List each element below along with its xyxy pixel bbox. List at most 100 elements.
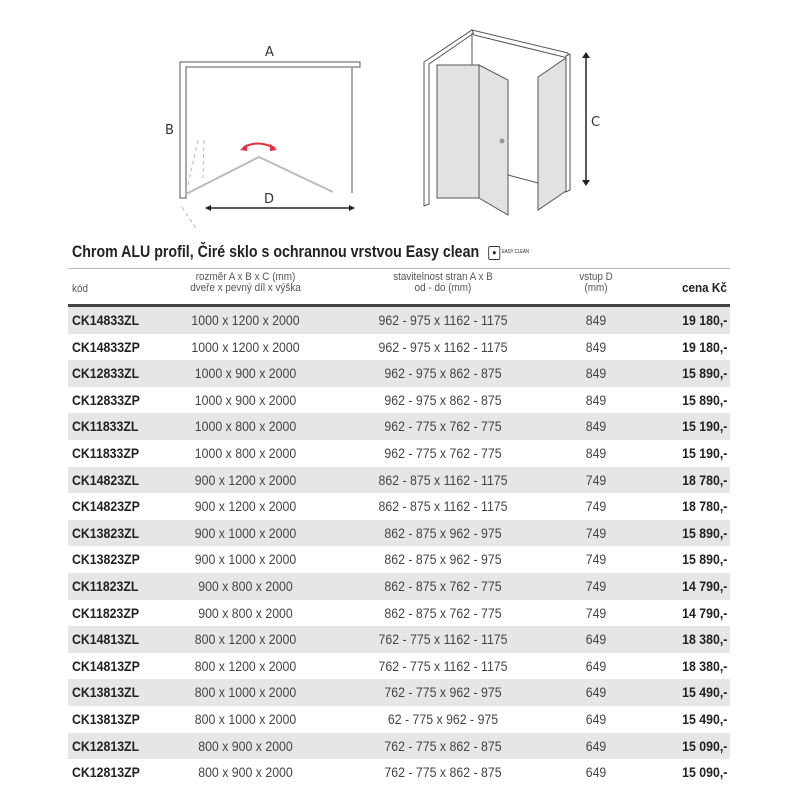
header-adjustability-line1: stavitelnost stran A x B (393, 271, 493, 283)
product-code: CK12833ZP (72, 391, 140, 408)
header-entry-line2: (mm) (584, 282, 608, 294)
price: 15 490,- (681, 710, 727, 727)
entry-width: 849 (585, 391, 607, 408)
table-row: CK14813ZL 800 x 1200 x 2000 762 - 775 x 11… (68, 626, 730, 653)
price: 18 380,- (681, 631, 727, 648)
price: 15 890,- (681, 551, 727, 568)
divider (68, 268, 730, 269)
adjustability: 962 - 775 x 762 - 775 (384, 444, 502, 461)
product-code: CK14813ZP (72, 657, 140, 674)
dimensions: 800 x 900 x 2000 (198, 764, 293, 781)
table-header: kód rozměr A x B x C (mm) dveře x pevný … (68, 272, 730, 304)
entry-width: 749 (585, 604, 607, 621)
price: 15 890,- (681, 365, 727, 382)
product-code: CK11833ZP (72, 444, 140, 461)
table-row: CK13813ZL 800 x 1000 x 2000 762 - 775 x 96… (68, 679, 730, 706)
price: 15 190,- (681, 444, 727, 461)
dimensions: 800 x 1000 x 2000 (194, 684, 297, 701)
product-code: CK14823ZP (72, 498, 140, 515)
label-b: B (165, 123, 174, 138)
easy-clean-text: EASY CLEAN (502, 249, 529, 256)
product-code: CK13813ZL (72, 684, 140, 701)
adjustability: 762 - 775 x 862 - 875 (384, 764, 502, 781)
adjustability: 862 - 875 x 962 - 975 (384, 551, 502, 568)
dimensions: 900 x 1000 x 2000 (194, 524, 297, 541)
adjustability: 62 - 775 x 962 - 975 (387, 710, 499, 727)
dimensions: 900 x 1200 x 2000 (194, 471, 297, 488)
product-code: CK13813ZP (72, 710, 140, 727)
entry-width: 849 (585, 418, 607, 435)
price: 15 090,- (681, 737, 727, 754)
label-d: D (264, 192, 274, 207)
table-row: CK14823ZP 900 x 1200 x 2000 862 - 875 x 11… (68, 493, 730, 520)
table-row: CK14823ZL 900 x 1200 x 2000 862 - 875 x 11… (68, 466, 730, 494)
header-divider (68, 304, 730, 307)
header-entry: vstup D (mm) (571, 272, 621, 294)
header-adjustability: stavitelnost stran A x B od - do (mm) (367, 272, 520, 294)
table-row: CK11823ZL 900 x 800 x 2000 862 - 875 x 762… (68, 572, 730, 600)
entry-width: 849 (585, 312, 607, 328)
adjustability: 962 - 975 x 1162 - 1175 (378, 312, 508, 328)
price: 15 890,- (681, 391, 727, 408)
adjustability: 762 - 775 x 862 - 875 (384, 737, 502, 754)
entry-width: 649 (585, 657, 607, 674)
adjustability: 862 - 875 x 762 - 775 (384, 604, 502, 621)
price: 18 780,- (681, 498, 727, 515)
product-code: CK12813ZP (72, 764, 140, 781)
adjustability: 962 - 975 x 862 - 875 (384, 391, 502, 408)
entry-width: 749 (585, 577, 607, 594)
product-code: CK13823ZP (72, 551, 140, 568)
product-code: CK14813ZL (72, 631, 140, 648)
price: 14 790,- (681, 577, 727, 594)
dimensions: 800 x 900 x 2000 (198, 737, 293, 754)
label-a: A (265, 45, 274, 60)
easy-clean-badge: ● EASY CLEAN (488, 243, 529, 262)
table-row: CK13823ZL 900 x 1000 x 2000 862 - 875 x 96… (68, 519, 730, 547)
entry-width: 849 (585, 365, 607, 382)
header-adjustability-line2: od - do (mm) (414, 282, 472, 294)
shower-diagram: A B D C (165, 29, 600, 231)
adjustability: 862 - 875 x 962 - 975 (384, 524, 502, 541)
adjustability: 862 - 875 x 1162 - 1175 (378, 498, 508, 515)
entry-width: 649 (585, 737, 607, 754)
header-price: cena Kč (682, 280, 727, 295)
page-title: Chrom ALU profil, Čiré sklo s ochrannou … (72, 243, 529, 262)
price: 15 190,- (681, 418, 727, 435)
adjustability: 962 - 975 x 862 - 875 (384, 365, 502, 382)
entry-width: 749 (585, 524, 607, 541)
entry-width: 849 (585, 444, 607, 461)
price: 15 890,- (681, 524, 727, 541)
adjustability: 762 - 775 x 1162 - 1175 (378, 631, 508, 648)
header-code: kód (72, 283, 88, 295)
dimensions: 1000 x 900 x 2000 (194, 391, 297, 408)
adjustability: 762 - 775 x 1162 - 1175 (378, 657, 508, 674)
adjustability: 862 - 875 x 762 - 775 (384, 577, 502, 594)
product-code: CK14823ZL (72, 471, 140, 488)
entry-width: 649 (585, 631, 607, 648)
table-row: CK12813ZL 800 x 900 x 2000 762 - 775 x 862… (68, 732, 730, 760)
price: 15 090,- (681, 764, 727, 781)
entry-width: 849 (585, 338, 607, 355)
product-code: CK11823ZL (72, 577, 139, 594)
table-row: CK14833ZL 1000 x 1200 x 2000 962 - 975 x 1… (68, 307, 730, 334)
product-code: CK12813ZL (72, 737, 140, 754)
product-code: CK13823ZL (72, 524, 140, 541)
dimensions: 900 x 800 x 2000 (198, 604, 293, 621)
entry-width: 649 (585, 710, 607, 727)
dimensions: 800 x 1200 x 2000 (194, 631, 297, 648)
table-row: CK11833ZL 1000 x 800 x 2000 962 - 775 x 76… (68, 413, 730, 440)
dimensions: 1000 x 1200 x 2000 (191, 338, 300, 355)
entry-width: 749 (585, 498, 607, 515)
water-drop-icon: ● (488, 245, 501, 260)
product-code: CK14833ZP (72, 338, 140, 355)
entry-width: 749 (585, 471, 607, 488)
price: 15 490,- (681, 684, 727, 701)
adjustability: 762 - 775 x 962 - 975 (384, 684, 502, 701)
table-row: CK14813ZP 800 x 1200 x 2000 762 - 775 x 11… (68, 653, 730, 680)
dimensions: 1000 x 800 x 2000 (194, 418, 297, 435)
price: 19 180,- (681, 312, 727, 328)
header-dimensions-line2: dveře x pevný díl x výška (190, 282, 301, 294)
entry-width: 749 (585, 551, 607, 568)
title-text: Chrom ALU profil, Čiré sklo s ochrannou … (72, 243, 480, 261)
